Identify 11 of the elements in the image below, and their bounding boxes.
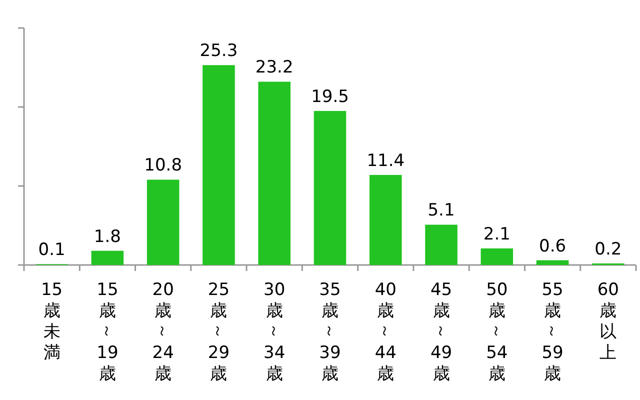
- data-label: 19.5: [311, 86, 349, 107]
- data-label: 1.8: [94, 226, 121, 247]
- data-label: 0.1: [38, 240, 66, 260]
- data-label: 11.4: [366, 150, 405, 171]
- data-label: 23.2: [255, 58, 294, 78]
- data-label: 0.6: [539, 236, 566, 256]
- data-label: 2.1: [483, 224, 510, 244]
- data-label: 10.8: [144, 156, 182, 176]
- data-label: 5.1: [428, 200, 455, 221]
- data-label: 25.3: [200, 41, 238, 62]
- data-label: 0.2: [594, 239, 622, 260]
